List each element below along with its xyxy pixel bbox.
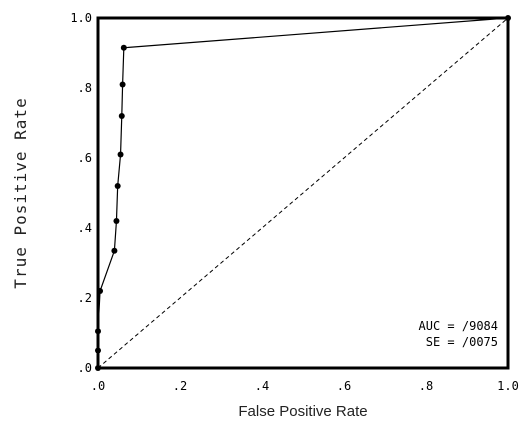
reference-diagonal <box>97 17 509 369</box>
y-axis-title: True Positive Rate <box>11 97 30 288</box>
y-tick-label: .2 <box>78 291 92 305</box>
x-tick-label: .2 <box>173 379 187 393</box>
x-axis-ticks: .0 .2 .4 .6 .8 1.0 <box>91 379 519 393</box>
y-tick-label: .6 <box>78 151 92 165</box>
roc-point <box>117 151 124 158</box>
y-tick-label: .4 <box>78 221 92 235</box>
y-tick-label: 1.0 <box>70 11 92 25</box>
annotation-text: SE = /0075 <box>426 335 498 349</box>
x-tick-label: .8 <box>419 379 433 393</box>
annotations: AUC = /9084 SE = /0075 <box>419 319 498 349</box>
x-tick-label: .4 <box>255 379 269 393</box>
roc-point <box>120 44 127 51</box>
annotation-text: AUC = /9084 <box>419 319 498 333</box>
roc-point <box>114 183 121 189</box>
y-axis-ticks: .0 .2 .4 .6 .8 1.0 <box>70 11 92 375</box>
plot-frame <box>96 16 510 370</box>
y-tick-label: .8 <box>78 81 92 95</box>
roc-point <box>113 218 120 224</box>
x-axis-title: False Positive Rate <box>238 403 367 420</box>
roc-point <box>118 113 125 119</box>
x-tick-label: 1.0 <box>497 379 519 393</box>
roc-point <box>119 81 126 88</box>
x-tick-label: .0 <box>91 379 105 393</box>
x-tick-label: .6 <box>337 379 351 393</box>
y-tick-label: .0 <box>78 361 92 375</box>
roc-point <box>111 247 118 254</box>
